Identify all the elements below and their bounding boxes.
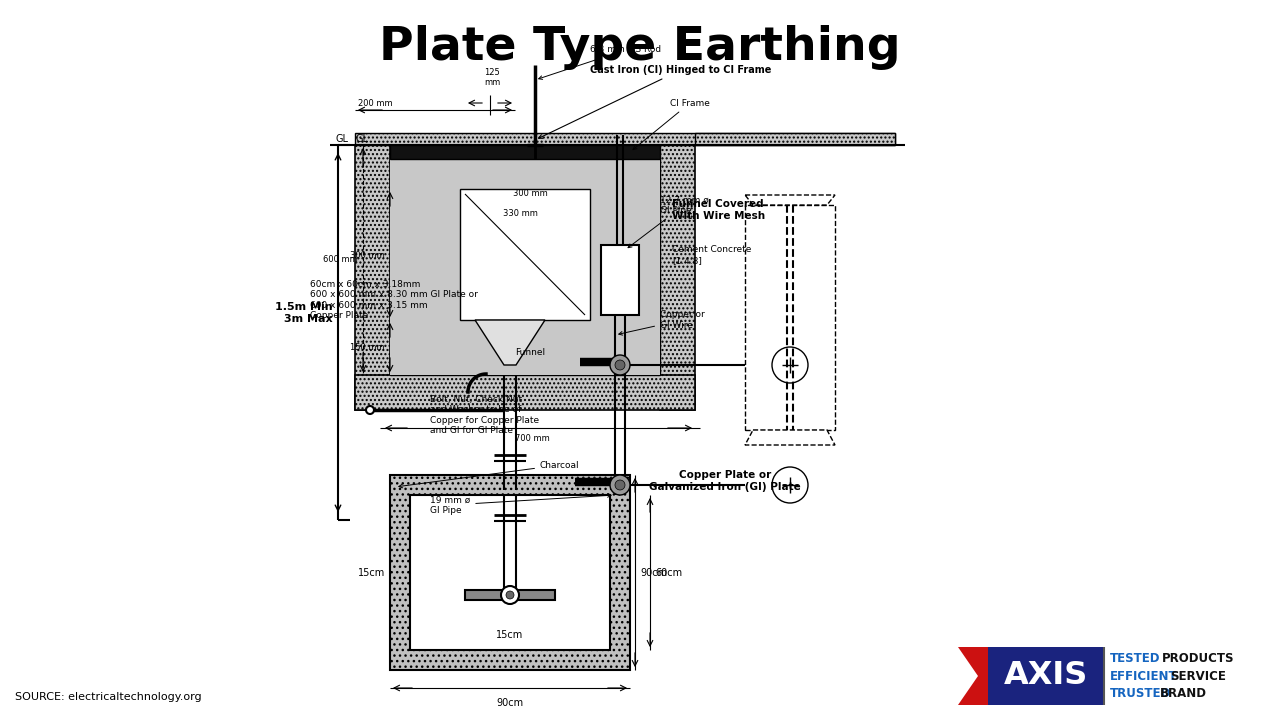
Bar — [460, 189, 590, 320]
Circle shape — [614, 360, 625, 370]
Circle shape — [611, 475, 630, 495]
Bar — [460, 320, 590, 375]
Circle shape — [500, 586, 518, 604]
Circle shape — [506, 591, 515, 599]
Text: 12.7 mm ø
GI Pipe: 12.7 mm ø GI Pipe — [628, 195, 709, 248]
Bar — [660, 145, 695, 410]
Polygon shape — [745, 195, 835, 205]
Circle shape — [772, 467, 808, 503]
Text: EFFICIENT: EFFICIENT — [1110, 670, 1178, 683]
Text: Funnel Covered
With Wire Mesh: Funnel Covered With Wire Mesh — [672, 199, 765, 221]
Bar — [390, 145, 660, 159]
Text: 90cm: 90cm — [497, 698, 524, 708]
Bar — [355, 145, 390, 410]
Text: PRODUCTS: PRODUCTS — [1162, 652, 1234, 665]
Polygon shape — [957, 647, 1010, 705]
Text: Copper or
GI Wire: Copper or GI Wire — [618, 310, 705, 335]
Circle shape — [611, 355, 630, 375]
Bar — [355, 375, 695, 410]
Circle shape — [614, 480, 625, 490]
Polygon shape — [475, 320, 545, 365]
Text: SOURCE: electricaltechnology.org: SOURCE: electricaltechnology.org — [15, 692, 202, 702]
Text: 60cm x 60cm x 3.18mm
600 x 600 mm x 8.30 mm GI Plate or
600 x 600 mm x 3.15 mm
C: 60cm x 60cm x 3.18mm 600 x 600 mm x 8.30… — [310, 280, 477, 320]
Text: 330 mm: 330 mm — [503, 209, 538, 218]
Text: 125
mm: 125 mm — [484, 68, 500, 87]
Text: Bolt, Nut, Check Nut
and Washer to be of
Copper for Copper Plate
and GI for GI P: Bolt, Nut, Check Nut and Washer to be of… — [430, 395, 539, 435]
Text: GL: GL — [335, 134, 348, 144]
Text: Cast Iron (CI) Hinged to CI Frame: Cast Iron (CI) Hinged to CI Frame — [539, 65, 772, 138]
Bar — [695, 133, 895, 145]
Text: Copper Plate or
Galvanized Iron (GI) Plate: Copper Plate or Galvanized Iron (GI) Pla… — [649, 470, 801, 492]
Bar — [355, 133, 895, 145]
Text: 90cm: 90cm — [640, 568, 667, 578]
Text: 15cm: 15cm — [357, 568, 385, 578]
Bar — [390, 159, 460, 375]
Text: CI Frame: CI Frame — [634, 99, 710, 150]
Text: AXIS: AXIS — [1004, 660, 1088, 691]
Text: 19 mm ø
GI Pipe: 19 mm ø GI Pipe — [430, 494, 611, 515]
Text: 1.5m Min
3m Max: 1.5m Min 3m Max — [275, 302, 333, 324]
Text: 150 mm: 150 mm — [351, 343, 385, 353]
Text: 300 mm: 300 mm — [512, 189, 548, 198]
Text: 6.3 mm MS Rod: 6.3 mm MS Rod — [539, 45, 662, 79]
Text: Charcoal: Charcoal — [399, 461, 580, 488]
Text: 15cm: 15cm — [497, 630, 524, 640]
Text: SERVICE: SERVICE — [1170, 670, 1226, 683]
Bar — [390, 475, 630, 670]
Text: Cement Concrete
[1:4:8]: Cement Concrete [1:4:8] — [672, 246, 751, 265]
Bar — [390, 159, 660, 375]
Text: Funnel: Funnel — [515, 348, 545, 357]
Text: 300 mm: 300 mm — [351, 251, 385, 259]
Bar — [410, 495, 611, 650]
Text: 60cm: 60cm — [655, 568, 682, 578]
Bar — [465, 590, 556, 600]
Text: TESTED: TESTED — [1110, 652, 1161, 665]
Text: 600 mm: 600 mm — [324, 256, 358, 264]
Bar — [988, 647, 1103, 705]
Polygon shape — [745, 430, 835, 445]
Text: 700 mm: 700 mm — [515, 434, 549, 443]
Bar — [745, 205, 835, 430]
Bar — [602, 245, 639, 315]
Text: 200 mm: 200 mm — [357, 99, 392, 107]
Circle shape — [366, 406, 374, 414]
Text: BRAND: BRAND — [1160, 687, 1207, 700]
Text: Plate Type Earthing: Plate Type Earthing — [379, 25, 901, 70]
Text: GL: GL — [355, 134, 369, 144]
Bar — [460, 159, 590, 189]
Bar — [590, 159, 660, 375]
Circle shape — [772, 347, 808, 383]
Text: TRUSTED: TRUSTED — [1110, 687, 1171, 700]
